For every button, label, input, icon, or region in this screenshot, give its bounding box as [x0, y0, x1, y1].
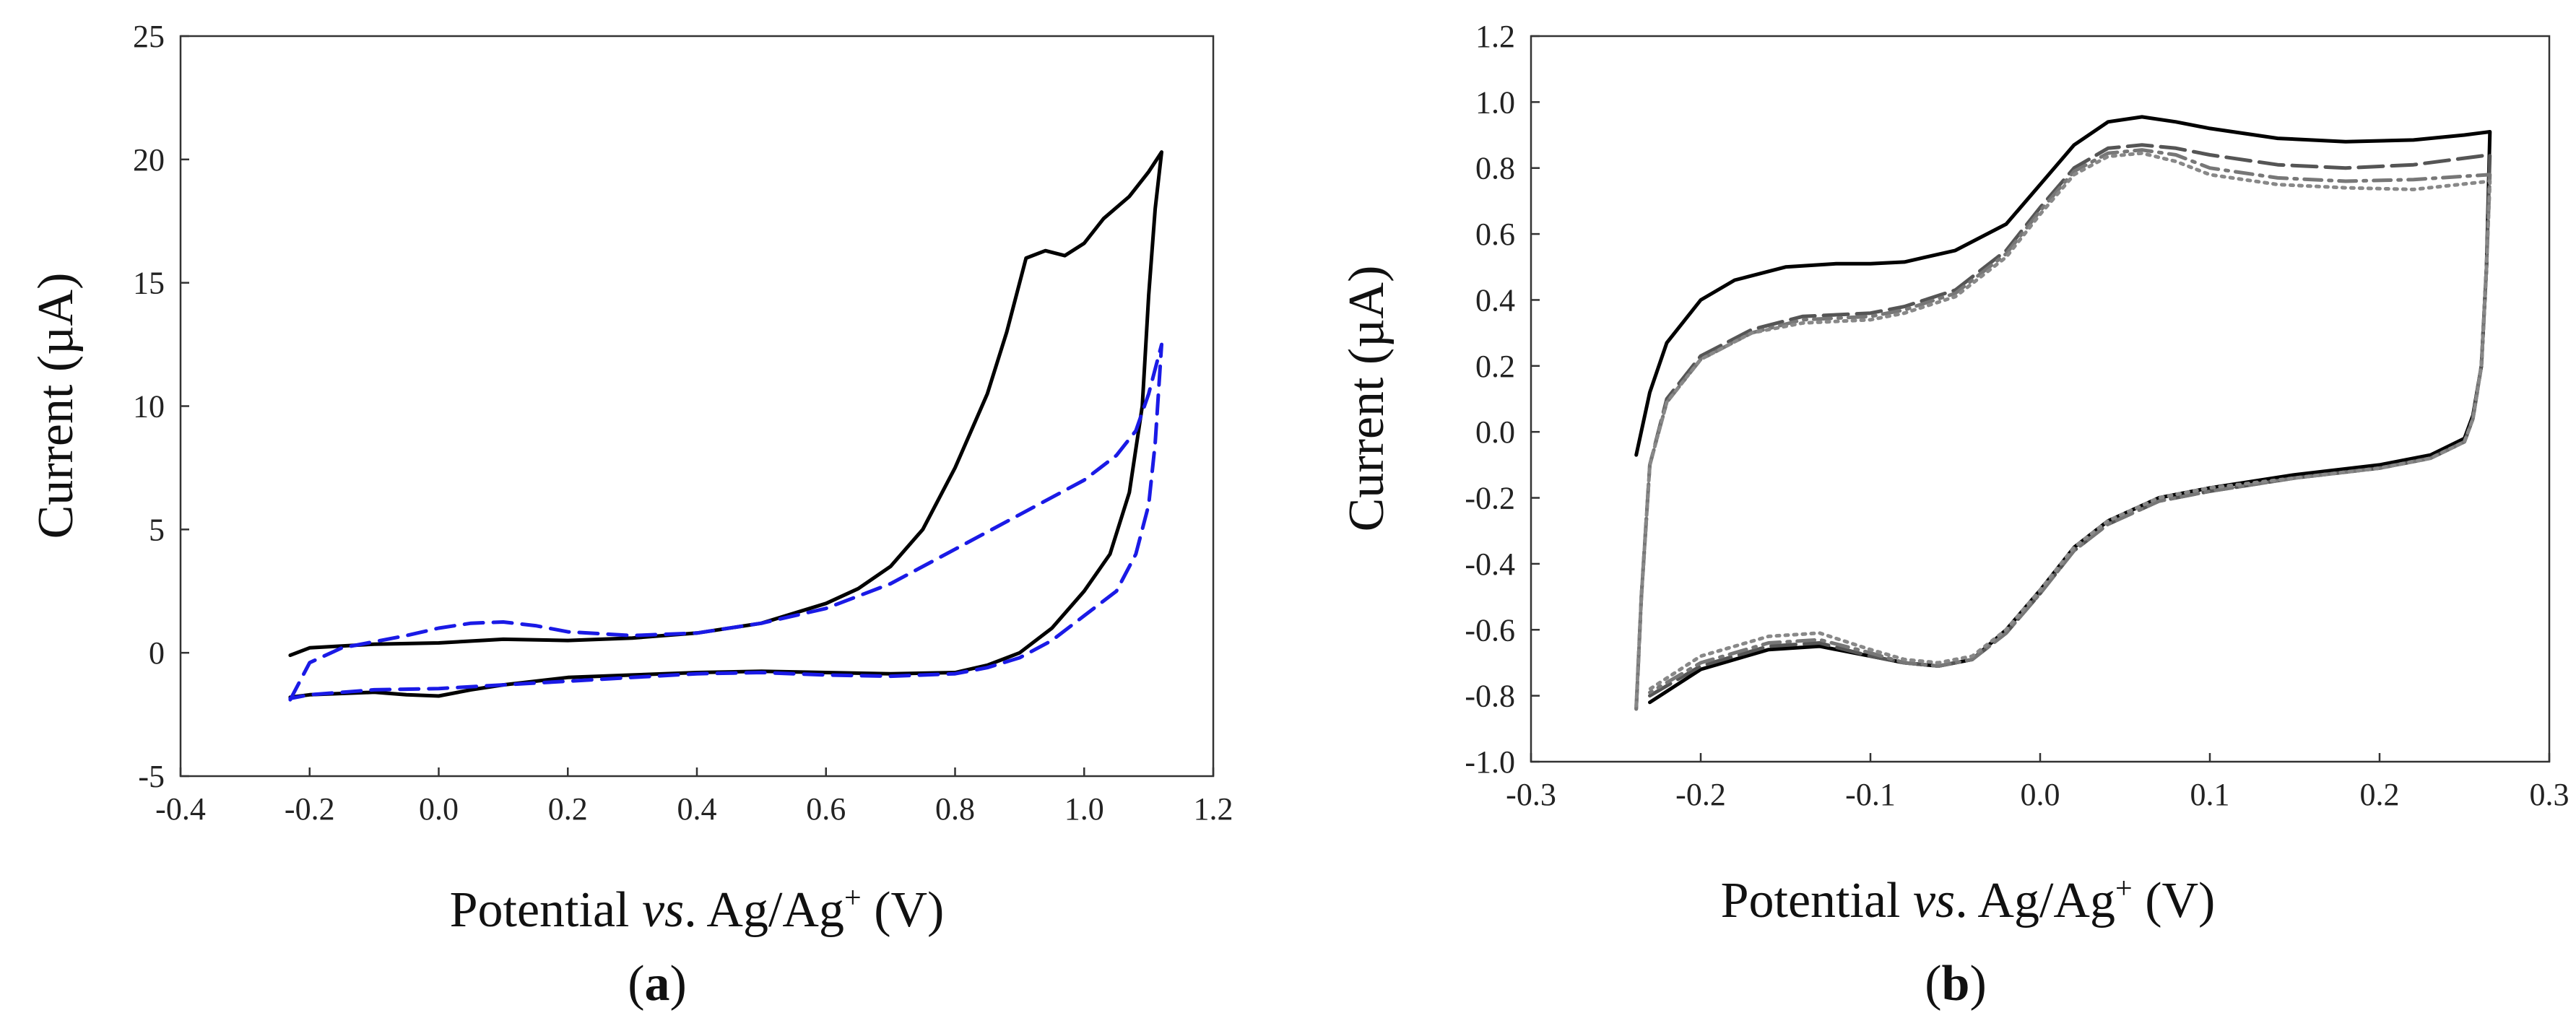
chart-b-ytick-label: 1.2 [1475, 19, 1515, 54]
chart-b-series-dotted [1634, 151, 2492, 708]
chart-b-ytick-label: -0.8 [1465, 679, 1515, 714]
chart-a: -5 0 5 10 15 20 25 -0.4 -0.2 0.0 0.2 0.4 0.6 0.8 1.0 1… [28, 19, 1233, 1012]
chart-b-ytick-label: -0.6 [1465, 612, 1515, 648]
chart-a-ytick-label: 25 [133, 19, 165, 54]
chart-b: -1.0 -0.8 -0.6 -0.4 -0.2 0.0 0.2 0.4 0.6 0.8 1.0 1.… [1339, 19, 2570, 1012]
chart-b-ytick-label: 0.0 [1475, 414, 1515, 450]
chart-b-xtick-label: -0.2 [1675, 777, 1726, 812]
chart-b-y-label: Current (µA) [1339, 266, 1395, 532]
chart-a-ytick-label: 5 [149, 512, 165, 547]
chart-a-x-axis: -0.4 -0.2 0.0 0.2 0.4 0.6 0.8 1.0 1.2 [155, 767, 1233, 827]
chart-b-x-axis: -0.3 -0.2 -0.1 0.0 0.1 0.2 0.3 [1506, 753, 2570, 812]
chart-a-series-solid [288, 150, 1163, 700]
chart-a-series [288, 150, 1163, 702]
chart-b-series-dash-dot [1634, 148, 2492, 711]
chart-b-series-long-dash [1634, 143, 2492, 711]
chart-a-xtick-label: 0.2 [548, 791, 588, 827]
chart-a-y-label: Current (µA) [28, 273, 84, 539]
chart-a-xtick-label: -0.2 [285, 791, 335, 827]
chart-a-series-dashed [288, 342, 1163, 702]
chart-b-xtick-label: 0.0 [2021, 777, 2060, 812]
chart-a-plot-frame [179, 35, 1215, 778]
chart-b-xtick-label: 0.3 [2530, 777, 2570, 812]
chart-a-ytick-label: -5 [138, 759, 165, 794]
chart-a-xtick-label: -0.4 [155, 791, 206, 827]
chart-b-panel-label: (b) [1925, 956, 1987, 1012]
chart-a-ytick-label: 20 [133, 142, 165, 178]
chart-b-xtick-label: 0.2 [2360, 777, 2400, 812]
chart-b-ytick-label: 0.2 [1475, 349, 1515, 384]
chart-a-y-axis: -5 0 5 10 15 20 25 [133, 19, 189, 794]
chart-a-xtick-label: 1.2 [1194, 791, 1233, 827]
chart-b-ytick-label: -1.0 [1465, 744, 1515, 780]
chart-a-xtick-label: 0.4 [677, 791, 717, 827]
chart-b-xtick-label: -0.1 [1845, 777, 1896, 812]
chart-a-x-label: Potential vs. Ag/Ag+ (V) [450, 882, 945, 938]
chart-a-xtick-label: 1.0 [1064, 791, 1104, 827]
chart-b-ytick-label: 1.0 [1475, 84, 1515, 120]
chart-b-ytick-label: -0.4 [1465, 547, 1515, 582]
chart-b-series [1634, 115, 2492, 711]
chart-b-plot-frame [1530, 35, 2551, 763]
chart-a-xtick-label: 0.8 [935, 791, 975, 827]
chart-b-ytick-label: 0.6 [1475, 217, 1515, 252]
chart-b-x-label: Potential vs. Ag/Ag+ (V) [1721, 872, 2216, 928]
chart-a-ytick-label: 0 [149, 635, 165, 671]
chart-a-ytick-label: 10 [133, 389, 165, 425]
chart-a-xtick-label: 0.6 [806, 791, 846, 827]
chart-b-ytick-label: -0.2 [1465, 481, 1515, 516]
chart-a-xtick-label: 0.0 [419, 791, 459, 827]
chart-b-series-solid [1634, 115, 2492, 705]
chart-a-panel-label: (a) [628, 956, 687, 1012]
chart-b-xtick-label: 0.1 [2190, 777, 2230, 812]
chart-a-ytick-label: 15 [133, 266, 165, 301]
chart-b-ytick-label: 0.8 [1475, 151, 1515, 186]
chart-b-y-axis: -1.0 -0.8 -0.6 -0.4 -0.2 0.0 0.2 0.4 0.6 0.8 1.0 1.… [1465, 19, 1540, 780]
chart-b-ytick-label: 0.4 [1475, 282, 1515, 318]
chart-b-xtick-label: -0.3 [1506, 777, 1556, 812]
